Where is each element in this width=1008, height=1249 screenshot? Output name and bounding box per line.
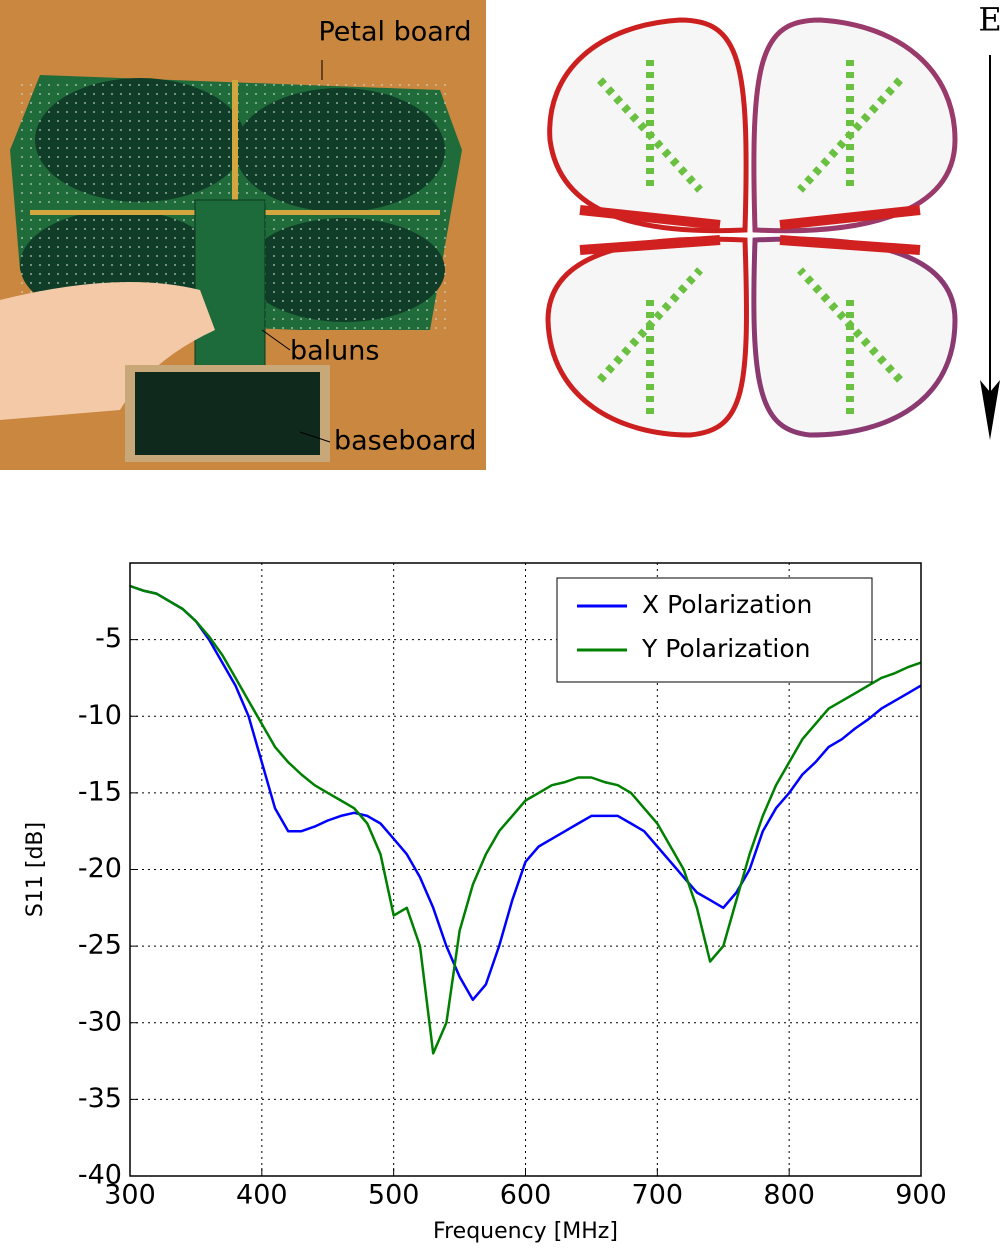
x-axis-label: Frequency [MHz]	[433, 1219, 618, 1244]
y-tick-label: -40	[78, 1160, 122, 1191]
legend-frame	[556, 577, 873, 683]
y-tick-label: -25	[78, 930, 122, 961]
legend-label: X Polarization	[642, 590, 812, 619]
lobe	[751, 236, 958, 438]
field-plot: E	[545, 1, 1002, 440]
feed-line	[232, 80, 238, 220]
y-tick-label: -20	[78, 853, 122, 884]
photo-label: baseboard	[334, 426, 476, 457]
x-tick-label: 900	[895, 1180, 947, 1211]
baseboard	[135, 372, 320, 455]
current-arrows	[579, 205, 921, 255]
e-field-label: E	[978, 1, 1001, 39]
photo-label: Petal board	[318, 17, 471, 48]
y-axis-label: S11 [dB]	[23, 822, 48, 917]
leader-line	[299, 431, 331, 443]
baluns-board	[194, 199, 266, 371]
y-tick-label: -5	[95, 623, 122, 654]
x-tick-label: 600	[500, 1180, 552, 1211]
x-tick-label: 800	[763, 1180, 815, 1211]
series-line	[129, 584, 922, 1055]
e-field-arrowhead	[980, 380, 1000, 440]
y-tick-label: -35	[78, 1083, 122, 1114]
y-tick-label: -10	[78, 700, 122, 731]
photo-label: baluns	[290, 336, 379, 367]
x-tick-label: 300	[104, 1180, 156, 1211]
legend-label: Y Polarization	[641, 634, 811, 663]
x-tick-label: 500	[368, 1180, 420, 1211]
current-arrows	[597, 60, 903, 420]
x-tick-label: 700	[632, 1180, 684, 1211]
x-tick-label: 400	[236, 1180, 288, 1211]
y-tick-label: -15	[78, 776, 122, 807]
plot-frame	[129, 562, 922, 1177]
chart: 300 400 500 600 700 800 900 -40 -35 -30 -25 -20 -15 -…	[23, 562, 947, 1244]
y-tick-label: -30	[78, 1006, 122, 1037]
leader-line	[261, 329, 291, 351]
series-line	[129, 584, 922, 1002]
photo: Petal board baluns baseboard	[0, 0, 486, 470]
hand	[0, 282, 215, 420]
legend: X Polarization Y Polarization	[556, 577, 873, 683]
